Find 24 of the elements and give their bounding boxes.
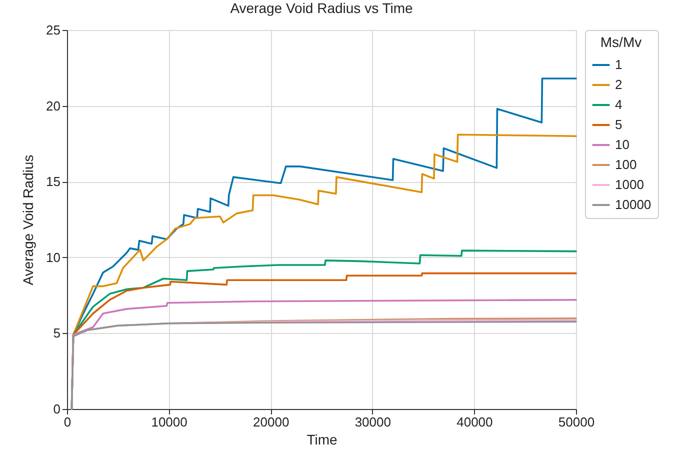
y-tick-label: 25: [46, 22, 60, 38]
x-tick-label: 20000: [253, 414, 290, 430]
x-tick-label: 40000: [456, 414, 493, 430]
legend-label: 10: [615, 137, 630, 152]
legend-label: 4: [615, 97, 622, 112]
legend-label: 100: [615, 157, 637, 172]
x-tick-label: 10000: [151, 414, 188, 430]
x-tick-label: 0: [64, 414, 72, 430]
y-tick-label: 20: [46, 98, 60, 114]
chart-title: Average Void Radius vs Time: [230, 0, 414, 16]
y-tick-label: 5: [53, 326, 60, 341]
y-tick-label: 0: [53, 402, 60, 416]
legend-label: 1: [615, 57, 622, 72]
y-tick-label: 10: [46, 250, 60, 265]
legend-label: 1000: [615, 177, 644, 192]
legend-title: Ms/Mv: [600, 34, 642, 50]
x-tick-label: 50000: [558, 414, 595, 430]
legend-label: 2: [615, 77, 622, 92]
y-tick-label: 15: [46, 174, 60, 190]
legend-label: 10000: [615, 197, 652, 212]
x-axis-title: Time: [306, 432, 338, 448]
y-axis-title: Average Void Radius: [20, 154, 36, 286]
legend-label: 5: [615, 117, 622, 132]
x-tick-label: 30000: [354, 414, 391, 430]
